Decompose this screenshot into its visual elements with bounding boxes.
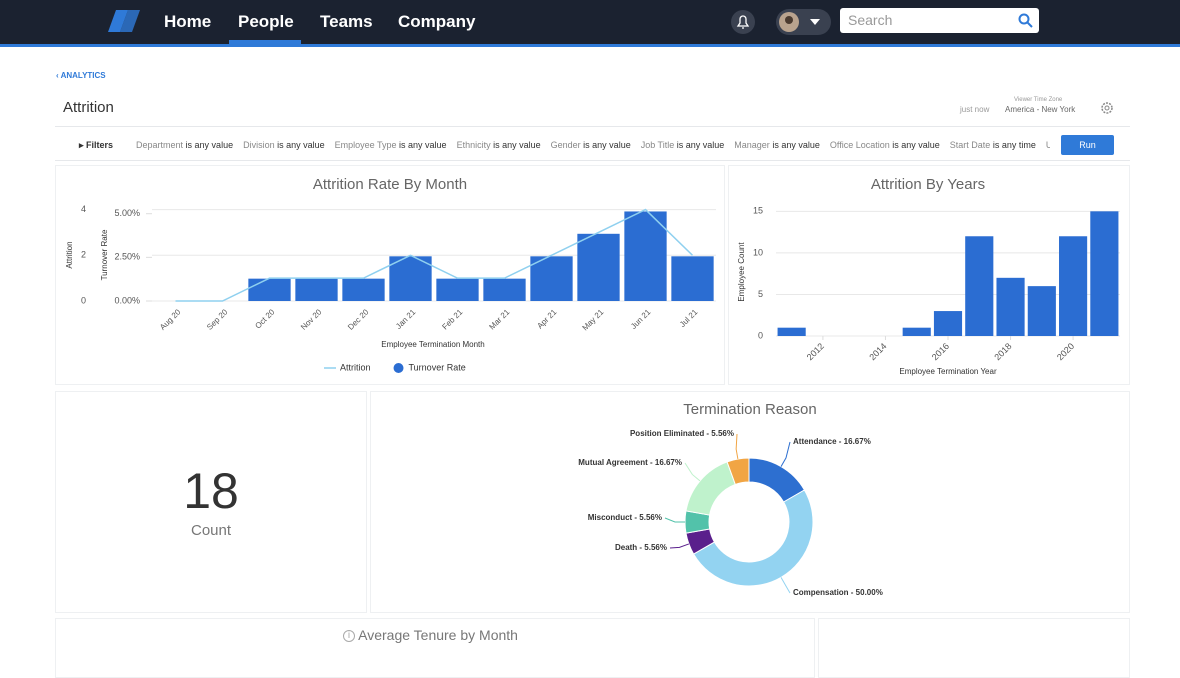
filter[interactable]: Division is any value [243, 140, 325, 150]
filter-field: Office Location [829, 140, 890, 150]
panel [55, 391, 367, 613]
divider [55, 160, 1130, 161]
filter-field: Job Title [640, 140, 675, 150]
tile-title: i Average Tenure by Month [343, 627, 518, 643]
filter-condition: is any value [583, 140, 631, 150]
filter-field: Division [243, 140, 275, 150]
search-icon[interactable] [1018, 13, 1033, 28]
user-menu[interactable] [776, 9, 831, 35]
filter-condition: is any value [676, 140, 725, 150]
nav-item[interactable]: Home [164, 12, 212, 31]
filter[interactable]: Gender is any value [551, 140, 631, 150]
filter-condition: is any value [772, 140, 820, 150]
logo[interactable] [108, 6, 142, 36]
filter-field: Ethnicity [456, 140, 491, 150]
nav-item[interactable]: Teams [320, 12, 373, 31]
search-placeholder: Search [848, 12, 893, 28]
timezone[interactable]: America - New York [1005, 105, 1076, 114]
notifications[interactable] [730, 9, 757, 35]
filter-condition: is any value [399, 140, 447, 150]
page-title: Attrition [63, 99, 114, 116]
filter[interactable]: Use [1046, 140, 1050, 150]
filter-list: Department is any value Division is any v… [136, 140, 1050, 150]
breadcrumb-text[interactable]: ANALYTICS [60, 71, 106, 80]
breadcrumb[interactable]: ‹ ANALYTICS [56, 71, 106, 80]
kpi-label: Count [190, 522, 232, 539]
panel [728, 165, 1130, 385]
filter[interactable]: Start Date is any time [950, 140, 1036, 150]
nav-bar: Home People Teams Company Search [0, 0, 1180, 47]
filter[interactable]: Department is any value [136, 140, 233, 150]
updated: just now [960, 105, 990, 114]
filters-toggle[interactable]: ▸ Filters [79, 140, 114, 150]
info-icon[interactable]: i [343, 630, 355, 642]
panel [55, 165, 725, 385]
filter-field: Employee Type [334, 140, 397, 150]
panel [370, 391, 1130, 613]
tile-title-text: Average Tenure by Month [358, 627, 518, 643]
filter-field: Start Date [949, 140, 991, 150]
filter-field: Use [1045, 140, 1050, 150]
nav-item[interactable]: People [238, 12, 294, 31]
run-button[interactable]: Run [1061, 135, 1114, 155]
panel [818, 618, 1130, 678]
filter[interactable]: Ethnicity is any value [457, 140, 541, 150]
timezone-label: Viewer Time Zone [1014, 97, 1063, 103]
filter[interactable]: Job Title is any value [641, 140, 725, 150]
divider [55, 126, 1130, 127]
filter-field: Gender [550, 140, 581, 150]
filter-condition: is any value [493, 140, 541, 150]
filters-label[interactable]: Filters [86, 140, 114, 150]
active-indicator [229, 40, 301, 44]
search-box[interactable]: Search [840, 8, 1039, 33]
nav-item[interactable]: Company [398, 12, 476, 31]
filter-condition: is any time [992, 140, 1036, 150]
filter[interactable]: Office Location is any value [830, 140, 940, 150]
filter-condition: is any value [892, 140, 940, 150]
filter[interactable]: Employee Type is any value [335, 140, 447, 150]
kpi-value: 18 [183, 463, 239, 519]
filter-condition: is any value [277, 140, 325, 150]
filter-field: Department [136, 140, 184, 150]
filter-condition: is any value [185, 140, 234, 150]
filter[interactable]: Manager is any value [734, 140, 820, 150]
filter-field: Manager [734, 140, 770, 150]
settings-icon[interactable] [1100, 101, 1114, 115]
